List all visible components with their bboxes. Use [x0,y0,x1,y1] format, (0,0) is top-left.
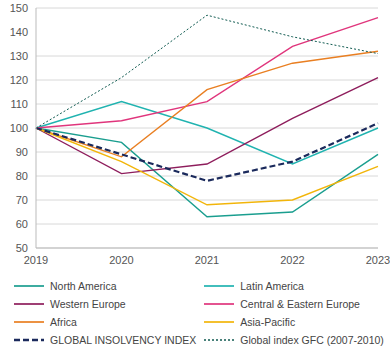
svg-text:90: 90 [16,146,28,158]
svg-text:100: 100 [10,122,28,134]
html-text:Africa: Africa [50,316,77,328]
svg-text:60: 60 [16,218,28,230]
svg-text:50: 50 [16,242,28,254]
html-text:Global index GFC (2007-2010): Global index GFC (2007-2010) [240,334,384,346]
svg-text:80: 80 [16,170,28,182]
html-text:Asia-Pacific: Asia-Pacific [240,316,296,328]
svg-text:2023: 2023 [366,254,382,266]
svg-text:140: 140 [10,26,28,38]
html-text:GLOBAL INSOLVENCY INDEX: GLOBAL INSOLVENCY INDEX [50,334,197,346]
svg-text:110: 110 [10,98,28,110]
html-text:Central & Eastern Europe: Central & Eastern Europe [240,298,360,310]
html-text:North America: North America [50,280,117,292]
svg-text:2022: 2022 [280,254,304,266]
svg-text:2019: 2019 [24,254,48,266]
svg-text:2021: 2021 [195,254,219,266]
html-text:Latin America: Latin America [240,280,304,292]
html-text:Western Europe: Western Europe [50,298,126,310]
svg-text:120: 120 [10,74,28,86]
svg-text:150: 150 [10,2,28,14]
svg-text:70: 70 [16,194,28,206]
svg-text:130: 130 [10,50,28,62]
svg-text:2020: 2020 [109,254,133,266]
